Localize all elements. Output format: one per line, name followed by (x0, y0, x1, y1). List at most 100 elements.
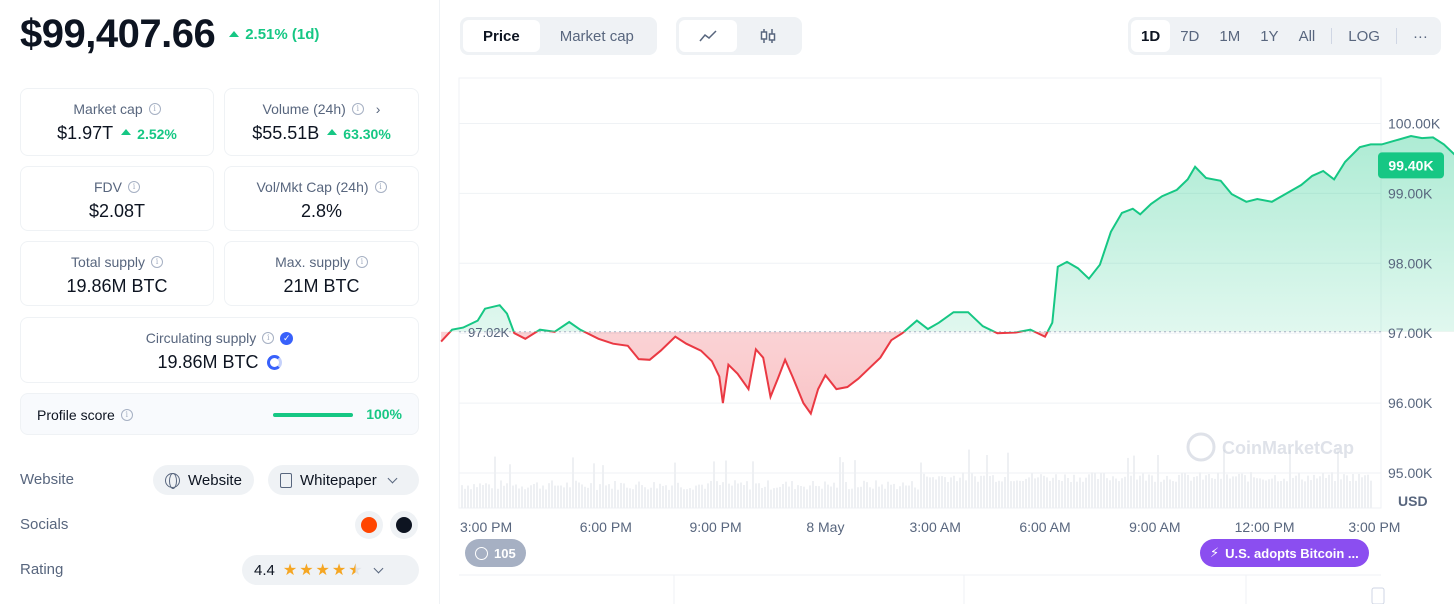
volume-bar (986, 455, 988, 508)
info-icon[interactable]: i (351, 103, 364, 115)
volume-change: 63.30% (343, 125, 391, 142)
line-chart-button[interactable] (679, 20, 737, 52)
volume-bar (710, 480, 712, 508)
volume-bar (587, 487, 589, 508)
volume-bar (1007, 452, 1009, 508)
rating-button[interactable]: 4.4 ★ ★ ★ ★ ★ (242, 555, 419, 585)
history-count: 105 (494, 545, 516, 561)
volume-value: $55.51B (252, 123, 320, 143)
info-icon[interactable]: i (374, 181, 387, 193)
range-all[interactable]: All (1298, 27, 1316, 45)
github-icon (396, 517, 412, 533)
history-badge[interactable]: 105 (465, 539, 526, 567)
log-scale-button[interactable]: LOG (1348, 27, 1380, 45)
volume-bar (1187, 474, 1189, 508)
volume-bar (707, 483, 709, 508)
baseline-label: 97.02K (468, 325, 510, 340)
volume-bar (1262, 479, 1264, 508)
navigator-handle[interactable] (1371, 587, 1385, 604)
volume-bar (995, 481, 997, 508)
info-icon[interactable]: i (150, 256, 163, 268)
info-icon[interactable]: i (120, 409, 133, 421)
up-arrow-icon (327, 128, 338, 135)
volume-bar (857, 487, 859, 508)
reddit-button[interactable] (355, 511, 383, 539)
volume-bar (809, 485, 811, 508)
volume-bar (1334, 481, 1336, 508)
volume-bar (635, 484, 637, 508)
volume-bar (1238, 473, 1240, 508)
volume-bar (923, 473, 925, 508)
volume-bar (740, 482, 742, 508)
volume-bar (560, 485, 562, 508)
price-change-value: 2.51% (1d) (245, 26, 320, 43)
volume-bar (1115, 478, 1117, 508)
volume-bar (527, 487, 529, 508)
info-icon[interactable]: i (262, 332, 275, 344)
volume-bar (977, 481, 979, 508)
volume-bar (551, 480, 553, 508)
volume-bar (1004, 477, 1006, 508)
fdv-label: FDV (94, 179, 122, 195)
info-icon[interactable]: i (148, 103, 161, 115)
x-tick-label: 3:00 PM (1348, 519, 1400, 535)
github-button[interactable] (390, 511, 418, 539)
price-line-down (440, 331, 1049, 416)
tab-market-cap[interactable]: Market cap (559, 27, 634, 45)
volume-bar (713, 461, 715, 508)
volume-bar (497, 488, 499, 508)
volume-bar (827, 484, 829, 508)
volume-bar (866, 482, 868, 508)
volume-bar (485, 483, 487, 508)
volume-bar (1067, 478, 1069, 508)
event-badge[interactable]: ⚡ U.S. adopts Bitcoin ... (1200, 539, 1369, 567)
volume-bar (1178, 474, 1180, 508)
volume-bar (776, 487, 778, 508)
volume-bar (1220, 478, 1222, 508)
volume-bar (1172, 481, 1174, 508)
volume-bar (566, 482, 568, 508)
price-line-up (448, 134, 1454, 332)
range-navigator[interactable] (459, 574, 1385, 604)
volume-bar (1151, 475, 1153, 508)
whitepaper-button[interactable]: Whitepaper (268, 465, 419, 495)
candlestick-button[interactable] (737, 20, 799, 52)
range-selector: 1D 7D 1M 1Y All LOG ··· (1128, 17, 1441, 55)
volume-bar (668, 489, 670, 508)
range-1y[interactable]: 1Y (1260, 27, 1279, 45)
volume-bar (755, 483, 757, 508)
website-button[interactable]: Website (153, 465, 254, 495)
range-1m[interactable]: 1M (1219, 27, 1241, 45)
candlestick-icon (760, 29, 776, 43)
volume-bar (1016, 480, 1018, 508)
volume-bar (833, 482, 835, 508)
volume-bar (1367, 474, 1369, 508)
chevron-right-icon[interactable]: › (375, 101, 381, 117)
volume-bar (701, 484, 703, 508)
volume-bar (1109, 480, 1111, 508)
volume-bar (653, 482, 655, 508)
range-7d[interactable]: 7D (1180, 27, 1200, 45)
info-icon[interactable]: i (355, 256, 368, 268)
volume-bar (545, 489, 547, 508)
volume-bar (1088, 474, 1090, 508)
volume-bar (839, 457, 841, 508)
volume-bar (584, 486, 586, 508)
volume-bar (779, 486, 781, 508)
price-chart[interactable]: 97.02K 100.00K 99.00K 98.00K 97.00K 96.00K 95… (440, 60, 1454, 604)
volume-bar (467, 485, 469, 508)
range-1d[interactable]: 1D (1131, 20, 1171, 52)
volume-bar (911, 481, 913, 508)
volume-bar (1028, 477, 1030, 508)
vol-mkt-card: Vol/Mkt Cap (24h) i 2.8% (224, 166, 419, 231)
volume-bar (1202, 479, 1204, 508)
volume-bar (665, 485, 667, 508)
info-icon[interactable]: i (128, 181, 140, 193)
volume-bar (785, 481, 787, 508)
volume-card[interactable]: Volume (24h) i › $55.51B 63.30% (224, 88, 419, 156)
tab-price[interactable]: Price (463, 20, 540, 52)
volume-bar (1061, 480, 1063, 508)
more-options-button[interactable]: ··· (1412, 27, 1428, 45)
volume-bar (1196, 476, 1198, 508)
volume-bar (1046, 477, 1048, 508)
